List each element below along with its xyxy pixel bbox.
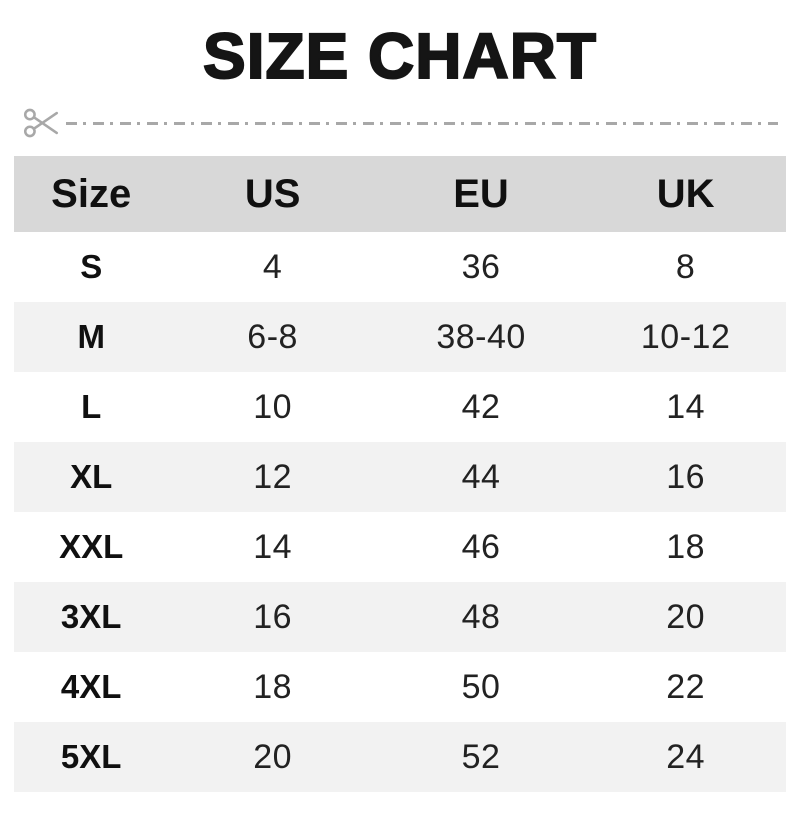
uk-cell: 10-12 bbox=[640, 317, 731, 356]
table-row: M 6-8 38-40 10-12 bbox=[14, 302, 786, 372]
eu-cell: 38-40 bbox=[436, 317, 526, 356]
dash-dot-line bbox=[66, 121, 778, 125]
us-cell: 20 bbox=[253, 737, 293, 776]
cut-line bbox=[20, 104, 778, 142]
eu-cell: 50 bbox=[461, 667, 501, 706]
table-row: S 4 36 8 bbox=[14, 232, 786, 302]
us-cell: 16 bbox=[253, 597, 293, 636]
table-row: XL 12 44 16 bbox=[14, 442, 786, 512]
table-row: XXL 14 46 18 bbox=[14, 512, 786, 582]
us-cell: 6-8 bbox=[247, 317, 298, 356]
header-cell-us: US bbox=[244, 171, 301, 216]
us-cell: 10 bbox=[253, 387, 293, 426]
size-cell: 3XL bbox=[60, 598, 122, 635]
eu-cell: 46 bbox=[461, 527, 501, 566]
uk-cell: 8 bbox=[675, 247, 696, 286]
size-cell: XXL bbox=[59, 528, 124, 565]
header-cell-uk: UK bbox=[656, 171, 715, 216]
uk-cell: 14 bbox=[666, 387, 706, 426]
uk-cell: 20 bbox=[666, 597, 706, 636]
size-cell: 5XL bbox=[60, 738, 122, 775]
header-cell-size: Size bbox=[51, 171, 132, 216]
us-cell: 4 bbox=[262, 247, 283, 286]
uk-cell: 16 bbox=[666, 457, 706, 496]
uk-cell: 24 bbox=[666, 737, 706, 776]
table-row: 5XL 20 52 24 bbox=[14, 722, 786, 792]
scissors-icon bbox=[23, 108, 59, 138]
eu-cell: 36 bbox=[461, 247, 501, 286]
us-cell: 18 bbox=[253, 667, 293, 706]
size-cell: M bbox=[77, 318, 105, 355]
size-cell: L bbox=[81, 388, 102, 425]
eu-cell: 52 bbox=[461, 737, 501, 776]
table-row: 3XL 16 48 20 bbox=[14, 582, 786, 652]
page-title: SIZE CHART bbox=[202, 19, 597, 93]
table-row: 4XL 18 50 22 bbox=[14, 652, 786, 722]
uk-cell: 22 bbox=[666, 667, 706, 706]
size-cell: XL bbox=[70, 458, 113, 495]
eu-cell: 44 bbox=[461, 457, 501, 496]
size-chart-table: Size US EU UK S 4 36 8 M 6-8 38-40 10-12… bbox=[14, 156, 786, 792]
uk-cell: 18 bbox=[666, 527, 706, 566]
table-row: L 10 42 14 bbox=[14, 372, 786, 442]
header-cell-eu: EU bbox=[453, 171, 509, 216]
size-cell: 4XL bbox=[60, 668, 122, 705]
eu-cell: 48 bbox=[461, 597, 501, 636]
size-cell: S bbox=[80, 248, 103, 285]
eu-cell: 42 bbox=[461, 387, 501, 426]
us-cell: 14 bbox=[253, 527, 293, 566]
table-header-row: Size US EU UK bbox=[14, 156, 786, 232]
us-cell: 12 bbox=[253, 457, 293, 496]
